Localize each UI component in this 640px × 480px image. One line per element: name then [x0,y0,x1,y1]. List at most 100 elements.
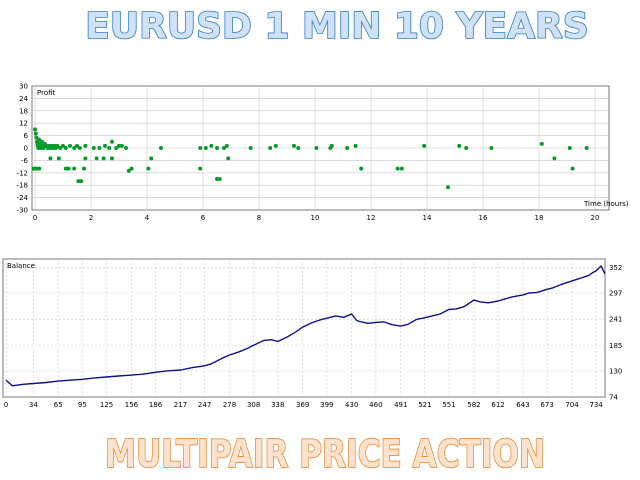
profit-data-point [33,131,38,136]
profit-x-tick-label: 2 [89,214,93,222]
profit-data-point [146,166,151,171]
profit-y-tick-label: 24 [19,95,28,103]
profit-data-point [422,143,427,148]
profit-data-point [464,146,469,150]
profit-data-point [268,146,273,150]
profit-y-tick-label: -30 [17,207,28,215]
profit-x-tick-label: 6 [201,214,206,222]
balance-chart: 352 297 241 185 130 74 0 34 65 95 125 156 186 217 247… [2,258,622,409]
profit-data-point [114,146,119,150]
profit-data-point [457,143,462,148]
profit-data-point [77,146,82,150]
profit-x-tick-label: 0 [33,214,37,222]
profit-x-axis-label: Time (hours) [583,200,629,208]
profit-data-point [58,146,63,150]
profit-x-tick-label: 20 [591,214,600,222]
profit-grid [32,86,609,210]
profit-data-point [48,156,53,161]
profit-chart-title: Profit [37,89,56,97]
profit-data-point [124,146,128,150]
balance-series-line [5,265,606,387]
profit-data-point [226,156,231,161]
profit-data-point [110,139,114,144]
profit-y-tick-label: 30 [19,83,28,91]
balance-y-tick-label: 74 [609,394,618,402]
profit-data-point [552,156,557,161]
profit-x-tick-label: 12 [367,214,376,222]
profit-data-point [82,166,86,171]
profit-data-point [107,146,112,150]
profit-data-point [63,146,68,150]
profit-data-point [63,166,68,171]
profit-data-point [119,143,124,148]
profit-data-point [222,146,226,150]
balance-x-tick-label: 65 [54,401,63,409]
profit-data-point [215,177,219,181]
profit-data-point [33,127,37,132]
balance-x-tick-label: 338 [271,401,284,409]
profit-data-point [110,156,114,161]
balance-chart-title: Balance [7,262,35,270]
profit-x-tick-label: 10 [311,214,320,222]
profit-data-point [83,156,88,161]
profit-data-point [215,146,219,150]
profit-data-point [75,143,79,148]
profit-y-tick-label: 6 [24,132,29,140]
balance-x-tick-label: 399 [320,401,333,409]
balance-y-ticks: 352 297 241 185 130 74 [609,264,622,402]
balance-x-ticks: 0 34 65 95 125 156 186 217 247 278 308 338 369 399 430… [4,401,604,409]
profit-data-point [31,166,36,171]
profit-data-point [345,146,350,150]
profit-data-point [117,143,121,148]
profit-data-point [353,143,358,148]
banner-title: EURUSD 1 MIN 10 YEARS [85,6,588,47]
profit-data-point [55,143,60,148]
profit-data-point [273,143,278,148]
profit-data-point [395,166,400,171]
profit-y-tick-label: -6 [21,157,29,165]
profit-data-point [359,166,364,171]
balance-y-tick-label: 185 [609,342,622,350]
balance-x-tick-label: 460 [369,401,382,409]
profit-x-tick-label: 8 [257,214,261,222]
balance-x-tick-label: 247 [198,401,211,409]
profit-data-point [56,156,61,161]
profit-data-point [198,166,203,171]
balance-x-tick-label: 95 [78,401,87,409]
profit-data-point [40,139,44,144]
balance-x-tick-label: 308 [247,401,260,409]
profit-data-point [248,146,253,150]
profit-x-tick-label: 4 [145,214,150,222]
profit-data-point [79,179,84,184]
balance-x-tick-label: 125 [100,401,113,409]
profit-data-point [37,137,42,142]
balance-y-tick-label: 241 [609,316,622,324]
profit-y-tick-label: 0 [24,145,28,153]
balance-y-tick-label: 352 [609,264,622,272]
profit-data-point [567,146,572,150]
profit-data-point [97,146,102,150]
balance-grid [3,259,605,397]
balance-line-group [5,265,606,387]
balance-x-tick-label: 673 [540,401,553,409]
profit-data-point [149,156,154,161]
banner-subtitle: MULTIPAIR PRICE ACTION [105,432,545,476]
balance-x-tick-label: 734 [589,401,603,409]
profit-data-point [94,156,99,161]
balance-x-tick-label: 430 [345,401,358,409]
profit-data-point [203,146,208,150]
balance-x-tick-label: 643 [516,401,529,409]
balance-x-tick-label: 491 [394,401,407,409]
balance-x-tick-label: 521 [418,401,431,409]
profit-data-point [126,168,131,173]
profit-data-point [101,156,106,161]
balance-x-tick-label: 278 [223,401,236,409]
profit-data-point [66,166,71,171]
profit-y-tick-label: 12 [19,120,28,128]
profit-data-point [34,135,39,140]
balance-chart-frame [2,258,606,398]
balance-x-tick-label: 551 [442,401,455,409]
profit-data-point [34,166,39,171]
